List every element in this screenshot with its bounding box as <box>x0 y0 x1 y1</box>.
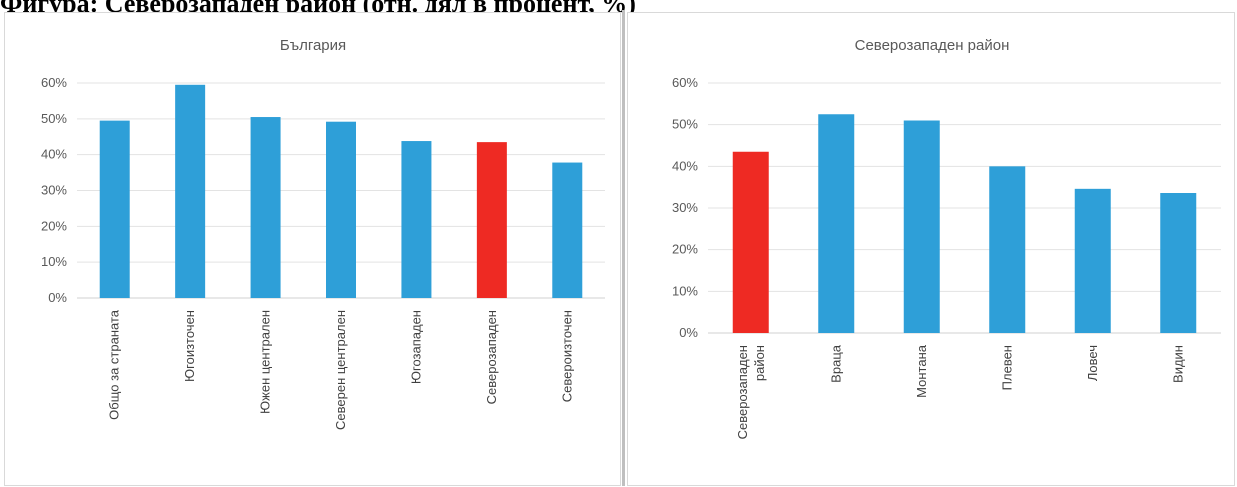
y-tick-label: 30% <box>672 200 698 215</box>
bar <box>401 141 432 298</box>
x-category-label: Общо за страната <box>107 309 122 420</box>
bar <box>476 142 507 298</box>
bar <box>989 166 1026 333</box>
x-category-label: Северен централен <box>333 310 348 430</box>
y-tick-label: 60% <box>672 75 698 90</box>
y-tick-label: 30% <box>41 183 67 198</box>
x-category-label: Ловеч <box>1085 345 1100 381</box>
bar-chart-bulgaria: България 0% 10% 20% 30% 40% 50% 60% Общо за стра… <box>41 37 605 430</box>
x-category-label: Югоизточен <box>182 310 197 382</box>
x-category-label: Северозападен район <box>735 345 767 439</box>
y-tick-label: 40% <box>41 147 67 162</box>
chart-title: България <box>280 37 346 54</box>
x-category-label: Видин <box>1170 345 1185 383</box>
chart-title: Северозападен район <box>855 37 1010 54</box>
y-tick-label: 50% <box>672 117 698 132</box>
bar <box>552 162 583 298</box>
bar <box>1160 193 1197 333</box>
bar <box>250 117 281 299</box>
bar <box>99 120 130 298</box>
panel-divider <box>622 10 625 486</box>
y-tick-label: 10% <box>41 254 67 269</box>
x-category-label: Югозападен <box>408 310 423 384</box>
x-category-label: Северозападен <box>484 310 499 404</box>
bar-chart-northwest: Северозападен район 0% 10% 20% 30% 40% 50% 60% С… <box>672 37 1221 439</box>
x-category-label: Южен централен <box>258 310 273 414</box>
bar <box>732 151 769 333</box>
chart-panel-bulgaria: България 0% 10% 20% 30% 40% 50% 60% Общо за стра… <box>4 12 621 486</box>
x-category-label: Враца <box>828 344 843 383</box>
y-tick-label: 20% <box>41 218 67 233</box>
y-tick-label: 0% <box>679 325 698 340</box>
y-tick-label: 50% <box>41 111 67 126</box>
bar <box>903 120 940 333</box>
chart-panel-northwest: Северозападен район 0% 10% 20% 30% 40% 50% 60% С… <box>627 12 1235 486</box>
bar <box>175 84 206 299</box>
x-category-label: Плевен <box>999 345 1014 390</box>
x-category-label: Североизточен <box>559 310 574 402</box>
x-category-label: Монтана <box>914 344 929 398</box>
bar <box>326 121 356 298</box>
y-tick-label: 60% <box>41 75 67 90</box>
bar <box>1074 188 1111 333</box>
y-tick-label: 40% <box>672 158 698 173</box>
bar <box>818 114 855 333</box>
y-tick-label: 0% <box>48 290 67 305</box>
y-tick-label: 10% <box>672 283 698 298</box>
y-tick-label: 20% <box>672 242 698 257</box>
